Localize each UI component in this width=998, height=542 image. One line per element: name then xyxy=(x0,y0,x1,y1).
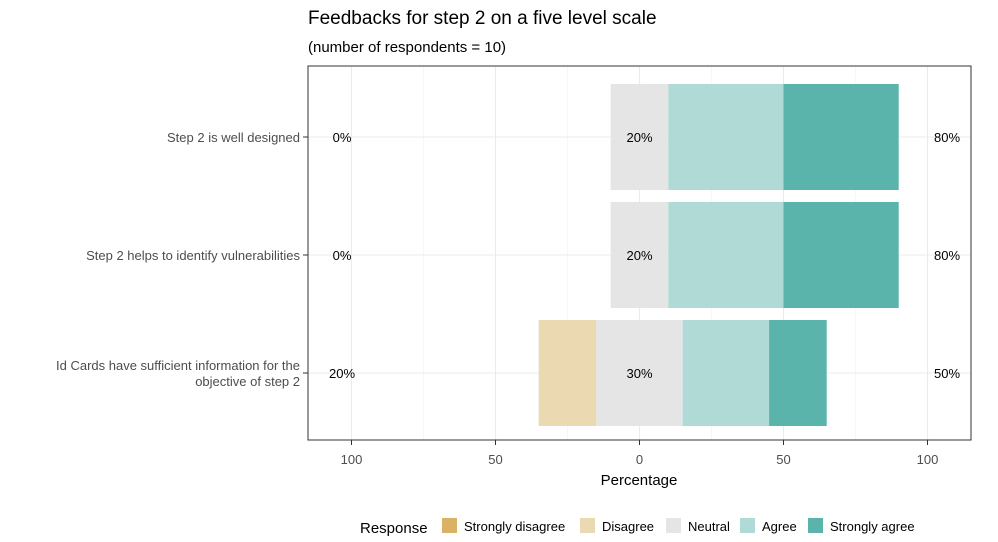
bars-group xyxy=(538,84,899,426)
bar-segment xyxy=(783,84,899,190)
bar-segment xyxy=(596,320,683,426)
left-percent-label: 0% xyxy=(333,130,352,145)
x-tick-label: 50 xyxy=(488,452,502,467)
left-percent-label: 0% xyxy=(333,248,352,263)
x-tick-label: 100 xyxy=(341,452,363,467)
x-tick-label: 50 xyxy=(776,452,790,467)
bar-segment xyxy=(610,202,669,308)
category-label: Id Cards have sufficient information for… xyxy=(56,358,300,373)
chart-title: Feedbacks for step 2 on a five level sca… xyxy=(308,8,657,29)
center-percent-label: 30% xyxy=(626,366,652,381)
x-axis: 100 50 0 50 100 xyxy=(341,440,939,467)
legend-label: Agree xyxy=(762,519,797,534)
legend-key xyxy=(442,518,457,533)
right-percent-label: 50% xyxy=(934,366,960,381)
legend-label: Strongly agree xyxy=(830,519,915,534)
center-percent-label: 20% xyxy=(626,248,652,263)
x-tick-label: 0 xyxy=(636,452,643,467)
category-label: Step 2 helps to identify vulnerabilities xyxy=(86,248,300,263)
legend-key xyxy=(666,518,681,533)
bar-segment xyxy=(668,202,784,308)
legend-label: Strongly disagree xyxy=(464,519,565,534)
chart-subtitle: (number of respondents = 10) xyxy=(308,39,506,56)
left-percent-label: 20% xyxy=(329,366,355,381)
legend-key xyxy=(808,518,823,533)
center-percent-label: 20% xyxy=(626,130,652,145)
legend-label: Disagree xyxy=(602,519,654,534)
bar-segment xyxy=(682,320,770,426)
x-tick-label: 100 xyxy=(917,452,939,467)
legend: Response Strongly disagree Disagree Neutra… xyxy=(360,518,915,537)
legend-key xyxy=(580,518,595,533)
category-label: objective of step 2 xyxy=(195,374,300,389)
bar-segment xyxy=(783,202,899,308)
bar-segment xyxy=(538,320,597,426)
category-label: Step 2 is well designed xyxy=(167,130,300,145)
legend-title: Response xyxy=(360,520,428,537)
x-axis-title: Percentage xyxy=(601,472,678,489)
category-labels: Step 2 is well designed Step 2 helps to i… xyxy=(56,130,308,389)
right-percent-label: 80% xyxy=(934,130,960,145)
legend-label: Neutral xyxy=(688,519,730,534)
legend-key xyxy=(740,518,755,533)
right-percent-label: 80% xyxy=(934,248,960,263)
bar-segment xyxy=(668,84,784,190)
bar-segment xyxy=(769,320,827,426)
bar-segment xyxy=(610,84,669,190)
percent-labels: 0% 20% 80% 0% 20% 80% 20% 30% 50% xyxy=(329,130,960,381)
